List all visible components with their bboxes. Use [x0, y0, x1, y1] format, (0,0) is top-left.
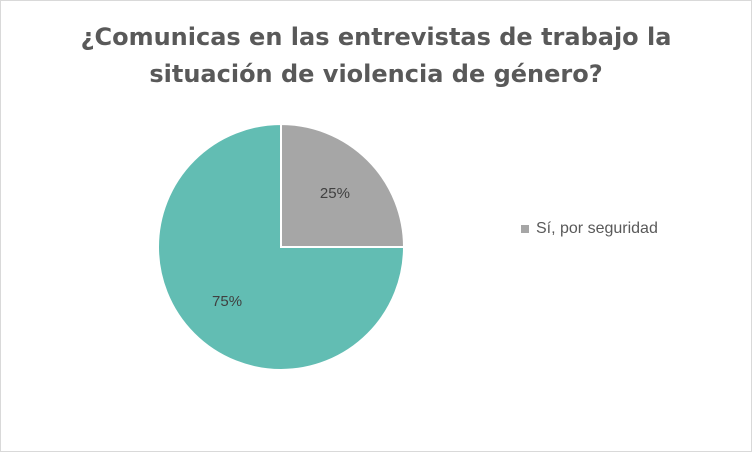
- legend: Sí, por seguridad: [521, 220, 658, 238]
- pie-data-label-1: 25%: [320, 185, 350, 202]
- legend-swatch: [521, 225, 529, 233]
- pie-data-labels: 25% 75%: [212, 185, 350, 310]
- pie-slice-2: [157, 122, 406, 371]
- legend-entry-label: Sí, por seguridad: [536, 220, 658, 237]
- chart-title-line-2: situación de violencia de género?: [149, 60, 603, 88]
- chart-title: ¿Comunicas en las entrevistas de trabajo…: [1, 19, 751, 93]
- pie-slice-1: [280, 122, 406, 248]
- pie-data-label-2: 75%: [212, 293, 242, 310]
- pie-slices: [157, 122, 406, 371]
- chart-title-line-1: ¿Comunicas en las entrevistas de trabajo…: [80, 23, 672, 51]
